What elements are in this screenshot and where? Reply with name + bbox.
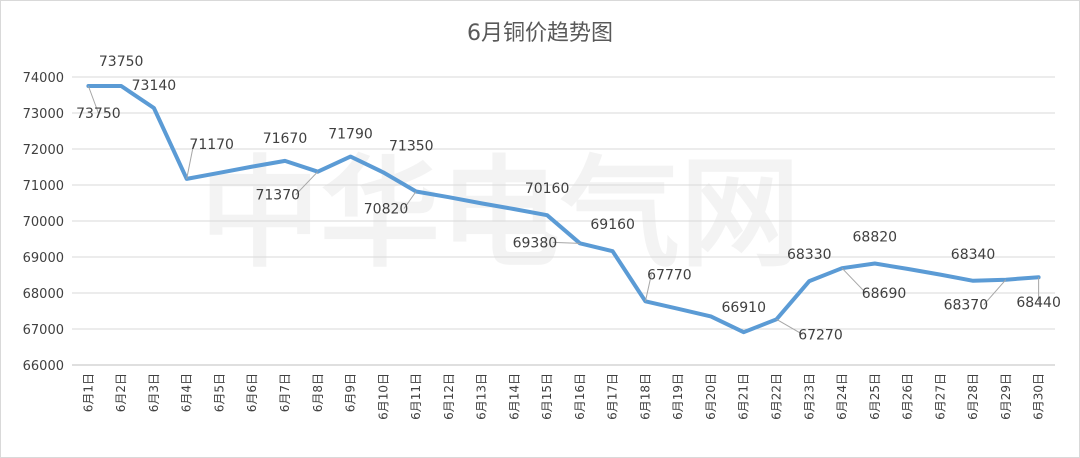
x-tick-label: 6月1日: [81, 373, 95, 412]
data-label: 68330: [787, 247, 832, 263]
x-tick-label: 6月22日: [769, 373, 783, 420]
x-tick-label: 6月28日: [966, 373, 980, 420]
data-label: 70160: [525, 181, 570, 197]
data-label: 71170: [189, 137, 234, 153]
x-tick-label: 6月17日: [606, 373, 620, 420]
data-label: 71350: [389, 138, 434, 154]
x-tick-label: 6月26日: [901, 373, 915, 420]
x-tick-label: 6月16日: [573, 373, 587, 420]
data-label-leader: [186, 143, 195, 179]
data-label: 66910: [721, 300, 766, 316]
x-tick-label: 6月13日: [475, 373, 489, 420]
data-label: 68440: [1016, 295, 1061, 311]
y-tick-label: 74000: [23, 71, 64, 86]
x-tick-label: 6月27日: [933, 373, 947, 420]
data-label: 71370: [255, 188, 300, 204]
x-tick-label: 6月29日: [999, 373, 1013, 420]
data-label: 73750: [99, 54, 144, 70]
x-tick-label: 6月7日: [278, 373, 292, 412]
x-tick-label: 6月11日: [409, 373, 423, 420]
data-labels: 73750 73750 73140 71170 71670 71370 71790 71350…: [76, 54, 1061, 343]
watermark-text: 中华电气网: [200, 145, 800, 284]
data-label-leader: [776, 318, 803, 335]
x-tick-label: 6月21日: [737, 373, 751, 420]
y-tick-label: 70000: [23, 215, 64, 230]
x-tick-label: 6月12日: [442, 373, 456, 420]
data-label: 68690: [862, 286, 907, 302]
x-tick-label: 6月8日: [311, 373, 325, 412]
data-label: 68370: [944, 298, 989, 314]
gridlines: [72, 76, 1055, 366]
x-tick-label: 6月14日: [507, 373, 521, 420]
series-line: [86, 84, 1041, 335]
x-tick-label: 6月5日: [212, 373, 226, 412]
data-label-leader: [983, 279, 1007, 306]
y-tick-label: 69000: [23, 251, 64, 266]
x-tick-label: 6月23日: [802, 373, 816, 420]
y-tick-label: 71000: [23, 179, 64, 194]
x-axis-ticks: 6月1日 6月2日 6月3日 6月4日 6月5日 6月6日 6月7日 6月8日 6月9日 6月10…: [81, 373, 1045, 420]
x-tick-label: 6月15日: [540, 373, 554, 420]
chart-title: 6月铜价趋势图: [467, 21, 613, 46]
y-tick-label: 66000: [23, 359, 64, 374]
x-tick-label: 6月10日: [376, 373, 390, 420]
x-tick-label: 6月30日: [1032, 373, 1046, 420]
data-label-leader: [295, 171, 319, 196]
x-tick-label: 6月20日: [704, 373, 718, 420]
series-layer: [86, 84, 1041, 335]
data-label: 73750: [76, 106, 121, 122]
x-tick-label: 6月24日: [835, 373, 849, 420]
x-tick-label: 6月9日: [344, 373, 358, 412]
y-tick-label: 68000: [23, 287, 64, 302]
x-tick-label: 6月6日: [245, 373, 259, 412]
x-tick-label: 6月18日: [638, 373, 652, 420]
y-tick-label: 73000: [23, 107, 64, 122]
x-tick-label: 6月4日: [180, 373, 194, 412]
data-label-leader: [403, 191, 417, 209]
data-label: 69160: [590, 217, 635, 233]
data-label: 67770: [647, 267, 692, 283]
data-label-leader: [841, 267, 867, 294]
data-label: 70820: [364, 201, 409, 217]
data-label: 73140: [132, 78, 177, 94]
data-label: 69380: [513, 235, 558, 251]
y-axis-ticks: 66000 67000 68000 69000 70000 71000 72000 73000…: [23, 71, 64, 374]
data-label-leader: [552, 241, 580, 244]
data-label-leader: [87, 85, 99, 114]
y-tick-label: 72000: [23, 143, 64, 158]
x-tick-label: 6月25日: [868, 373, 882, 420]
x-tick-label: 6月19日: [671, 373, 685, 420]
data-label: 68820: [853, 229, 898, 245]
data-label-leader: [644, 274, 652, 302]
data-label: 68340: [951, 247, 996, 263]
data-label: 67270: [798, 327, 843, 343]
x-tick-label: 6月3日: [147, 373, 161, 412]
data-label: 71790: [328, 127, 373, 143]
data-label: 71670: [263, 131, 308, 147]
x-tick-label: 6月2日: [114, 373, 128, 412]
y-tick-label: 67000: [23, 323, 64, 338]
